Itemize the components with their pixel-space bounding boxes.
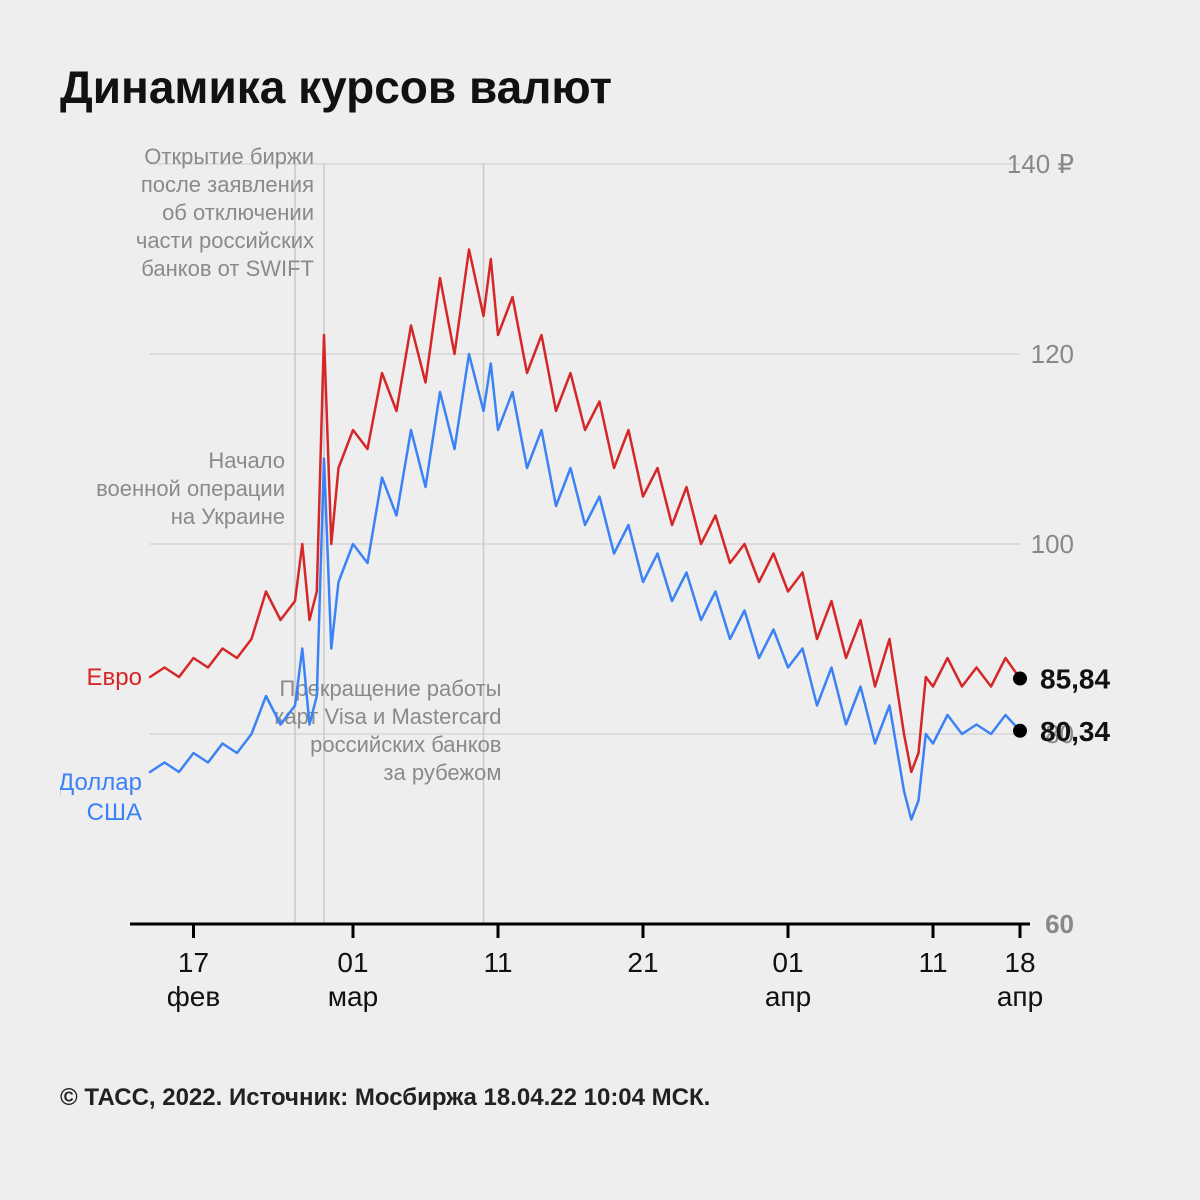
- svg-text:на Украине: на Украине: [171, 504, 285, 529]
- end-marker: [1013, 672, 1027, 686]
- x-tick-month: апр: [765, 981, 811, 1012]
- svg-text:Начало: Начало: [208, 448, 285, 473]
- series-Доллар США: [150, 354, 1020, 820]
- svg-text:части российских: части российских: [136, 228, 314, 253]
- svg-text:Прекращение работы: Прекращение работы: [280, 676, 502, 701]
- svg-text:60: 60: [1045, 909, 1074, 939]
- x-tick-label: 01: [337, 947, 368, 978]
- x-tick-label: 21: [627, 947, 658, 978]
- end-marker: [1013, 724, 1027, 738]
- svg-text:российских банков: российских банков: [310, 732, 501, 757]
- x-tick-month: фев: [167, 981, 220, 1012]
- x-tick-label: 11: [483, 947, 512, 978]
- svg-text:100: 100: [1031, 529, 1074, 559]
- svg-text:военной операции: военной операции: [96, 476, 285, 501]
- x-tick-label: 17: [178, 947, 209, 978]
- exchange-rate-chart: 6080100120140 ₽Началовоенной операциина …: [60, 144, 1140, 1044]
- chart-title: Динамика курсов валют: [60, 60, 1140, 114]
- svg-text:Открытие биржи: Открытие биржи: [144, 144, 314, 169]
- x-tick-label: 11: [918, 947, 947, 978]
- series-label-usd: США: [87, 799, 142, 826]
- x-tick-label: 18: [1004, 947, 1035, 978]
- series-label-usd: Доллар: [60, 769, 142, 796]
- svg-text:после заявления: после заявления: [141, 172, 314, 197]
- x-tick-month: апр: [997, 981, 1043, 1012]
- svg-text:140 ₽: 140 ₽: [1007, 149, 1074, 179]
- x-tick-month: мар: [328, 981, 378, 1012]
- svg-text:банков от SWIFT: банков от SWIFT: [141, 256, 314, 281]
- end-value: 85,84: [1040, 664, 1110, 695]
- svg-text:за рубежом: за рубежом: [383, 760, 501, 785]
- x-tick-label: 01: [772, 947, 803, 978]
- svg-text:120: 120: [1031, 339, 1074, 369]
- svg-text:об отключении: об отключении: [162, 200, 314, 225]
- end-value: 80,34: [1040, 716, 1110, 747]
- source-caption: © ТАСС, 2022. Источник: Мосбиржа 18.04.2…: [60, 1084, 1140, 1112]
- series-label-eur: Евро: [87, 664, 142, 691]
